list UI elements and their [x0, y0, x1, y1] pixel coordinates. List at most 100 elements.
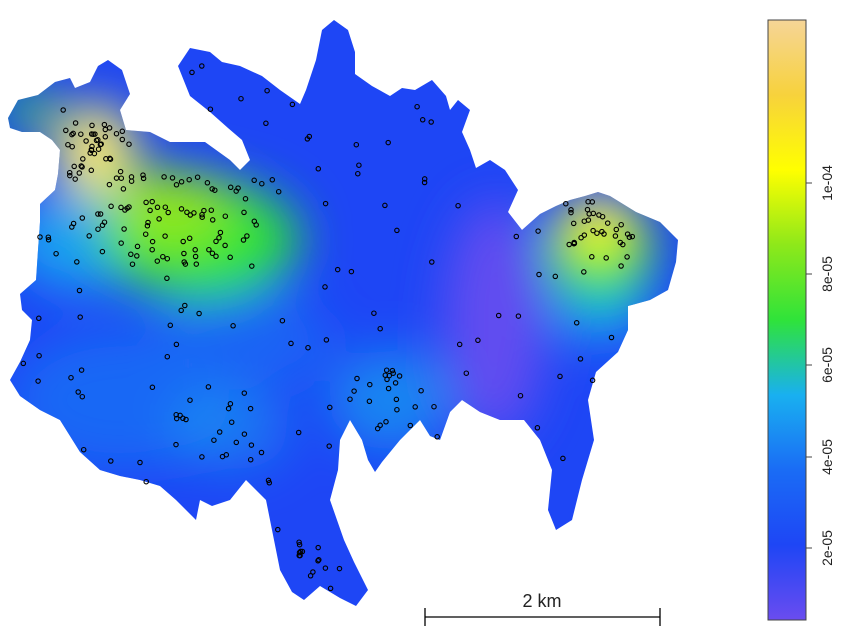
sample-point [589, 254, 595, 260]
sample-point [140, 175, 147, 182]
sample-point [389, 367, 396, 374]
sample-point [604, 220, 611, 226]
sample-point [75, 389, 81, 395]
sample-point [149, 198, 155, 205]
sample-point [578, 234, 584, 241]
sample-point [213, 253, 219, 260]
sample-point [173, 182, 180, 188]
sample-point [216, 235, 222, 241]
sample-point [194, 174, 201, 180]
sample-point [421, 179, 428, 186]
sample-point [383, 367, 390, 373]
sample-point [392, 380, 399, 386]
sample-point [227, 254, 233, 261]
sample-point [347, 396, 353, 402]
sample-point [455, 202, 461, 209]
sample-point [80, 446, 87, 453]
sample-point [394, 406, 400, 413]
sample-point [167, 322, 174, 329]
sample-point [160, 253, 166, 260]
sample-point [149, 384, 156, 391]
sample-point [70, 130, 76, 137]
sample-point [581, 269, 587, 275]
sample-point [192, 247, 198, 253]
sample-point [233, 188, 239, 194]
sample-point [322, 200, 329, 207]
legend-ticks: 2e-05 4e-05 6e-05 8e-05 1e-04 [806, 165, 835, 566]
sample-point [143, 199, 149, 206]
sample-point [599, 213, 606, 220]
sample-point [244, 233, 250, 239]
sample-point [315, 544, 321, 551]
sample-point [20, 360, 27, 367]
sample-point [69, 224, 75, 230]
sample-point [134, 243, 141, 250]
sample-point [393, 396, 400, 403]
sample-point [225, 405, 232, 412]
sample-point [374, 425, 381, 432]
sample-point [315, 558, 321, 564]
sample-point [164, 353, 171, 360]
sample-point [169, 175, 176, 181]
sample-point [207, 106, 214, 112]
sample-point [581, 232, 588, 238]
sample-point [259, 180, 265, 187]
sample-point [204, 180, 211, 186]
sample-point [535, 228, 541, 234]
sample-point [162, 233, 168, 239]
sample-point [69, 143, 75, 150]
sample-point [187, 397, 193, 403]
sample-point [594, 230, 600, 236]
sample-point [626, 234, 633, 240]
sample-point [227, 401, 234, 407]
sample-point [475, 337, 481, 344]
sample-point [315, 166, 322, 172]
sample-point [367, 381, 373, 388]
scale-bar: 2 km [424, 591, 661, 626]
sample-point [165, 209, 171, 216]
sample-point [189, 69, 195, 76]
sample-point [99, 248, 106, 255]
sample-point [618, 221, 624, 228]
sample-point [589, 377, 596, 384]
sample-point [35, 378, 41, 384]
sample-point [107, 155, 113, 162]
sample-point [140, 172, 146, 178]
sample-point [612, 233, 619, 239]
sample-point [80, 156, 86, 162]
scale-bar-label: 2 km [522, 591, 561, 611]
sample-point [618, 263, 624, 269]
sample-point [178, 307, 184, 314]
sample-point [187, 212, 194, 218]
sample-point [266, 480, 273, 486]
sample-point [353, 141, 360, 148]
sample-point [95, 211, 101, 217]
sample-point [414, 103, 420, 110]
sample-point [101, 219, 108, 225]
sample-point [156, 216, 162, 222]
sample-point [356, 162, 362, 168]
sample-point [296, 539, 302, 545]
sample-point [180, 415, 186, 422]
sample-point [241, 431, 248, 437]
sample-point [407, 422, 414, 429]
sample-point [154, 204, 161, 211]
sample-point [147, 207, 153, 214]
sample-point [557, 373, 563, 380]
sample-point [534, 425, 541, 431]
sample-point [90, 131, 96, 137]
sample-point [563, 200, 569, 207]
sample-point [247, 405, 254, 412]
sample-point [129, 261, 136, 267]
sample-point [79, 393, 86, 400]
sample-point [316, 557, 322, 563]
sample-point [571, 239, 577, 246]
sample-point [113, 175, 120, 181]
sample-point [584, 206, 591, 213]
sample-point [72, 120, 79, 126]
sample-point [295, 429, 302, 436]
sample-point [396, 373, 403, 379]
sample-point [327, 585, 334, 592]
sample-point [106, 181, 113, 188]
